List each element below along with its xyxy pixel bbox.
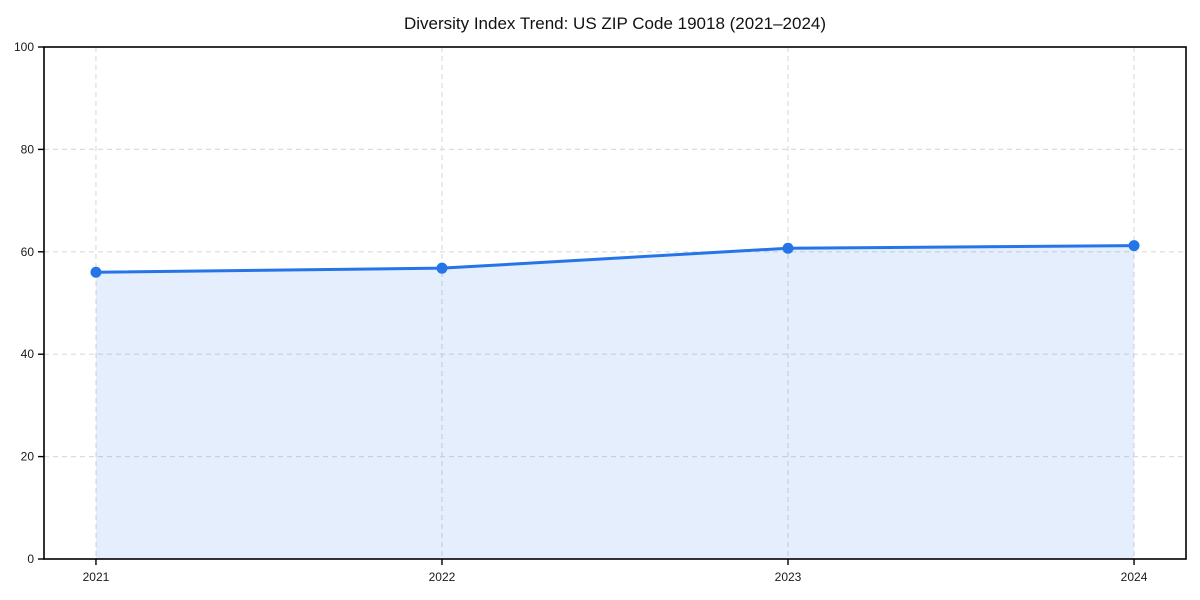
chart-title: Diversity Index Trend: US ZIP Code 19018… — [404, 14, 826, 33]
data-point-marker — [436, 262, 448, 274]
y-tick-label: 0 — [27, 552, 34, 566]
y-tick-label: 20 — [21, 450, 35, 464]
x-tick-label: 2022 — [429, 570, 456, 584]
data-point-marker — [782, 242, 794, 254]
y-tick-label: 80 — [21, 142, 35, 156]
x-tick-label: 2024 — [1121, 570, 1148, 584]
data-point-marker — [90, 266, 102, 278]
x-tick-label: 2023 — [775, 570, 802, 584]
y-tick-label: 60 — [21, 245, 35, 259]
y-tick-label: 100 — [14, 40, 34, 54]
area-fill — [95, 245, 1135, 559]
y-tick-label: 40 — [21, 347, 35, 361]
data-point-marker — [1128, 240, 1140, 252]
plot-border — [43, 46, 1187, 560]
trend-line — [94, 244, 1136, 274]
x-tick-label: 2021 — [83, 570, 110, 584]
